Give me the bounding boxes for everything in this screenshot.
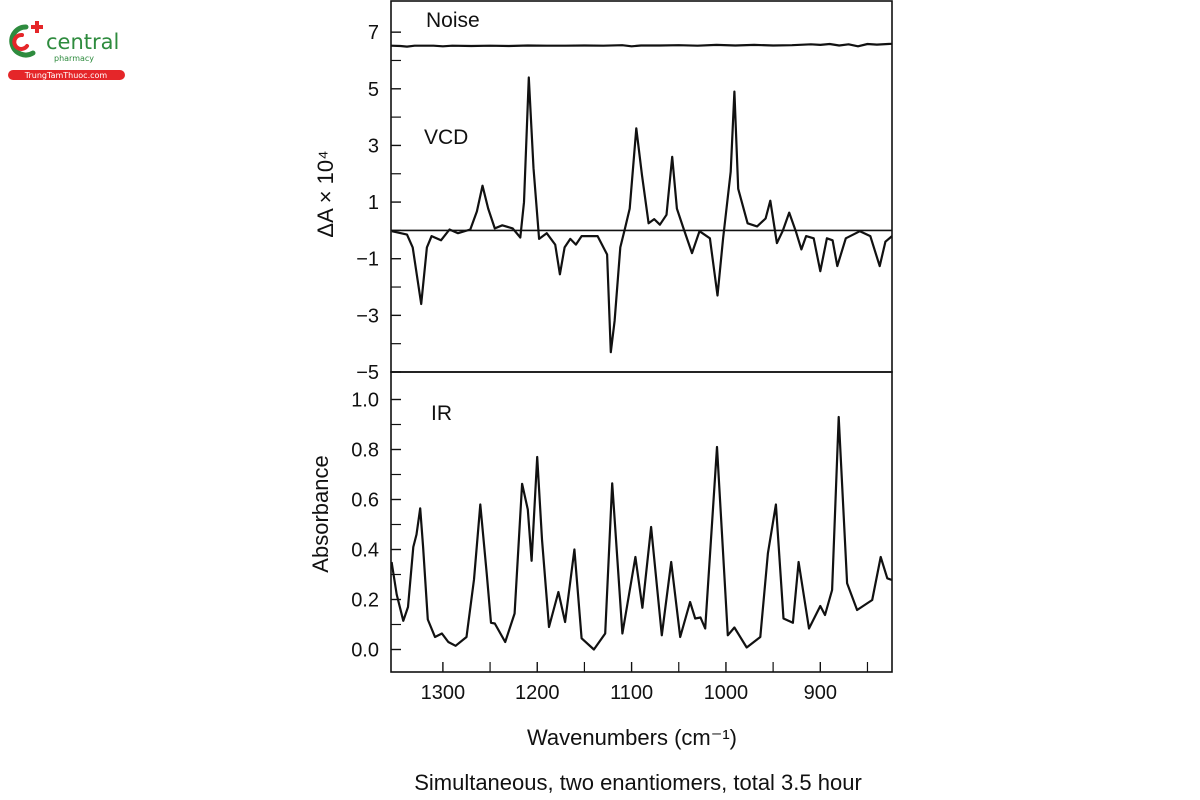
y-axis-title-ir: Absorbance [308, 455, 333, 572]
series-layer [390, 42, 893, 651]
y-tick-label: 3 [368, 135, 379, 157]
y-axis-title-vcd: ΔA × 10⁴ [313, 150, 338, 237]
logo-site: TrungTamThuoc.com [24, 71, 108, 80]
series-ir-line [390, 415, 893, 651]
y-tick-label: 0.2 [351, 590, 379, 612]
panel-frame-0 [390, 0, 893, 373]
x-tick-label: 900 [804, 682, 837, 704]
panel-frame-1 [390, 371, 893, 673]
x-tick-label: 1200 [515, 682, 560, 704]
axes-layer: 7 5 3 1 −1 −3 −5 1.0 0.8 0.6 0.4 0.2 0.0 1300 1200 1100… [351, 0, 893, 704]
central-pharmacy-logo: central pharmacy TrungTamThuoc.com [8, 21, 125, 80]
y-tick-label: 0.4 [351, 540, 379, 562]
y-tick-label: −3 [356, 305, 379, 327]
logo-c-inner-icon [12, 32, 29, 51]
x-tick-label: 1300 [421, 682, 466, 704]
y-tick-label: 7 [368, 22, 379, 44]
y-tick-label: 0.0 [351, 640, 379, 662]
logo-brand: central [46, 30, 119, 54]
annotation-ir: IR [431, 402, 452, 425]
figure-caption: Simultaneous, two enantiomers, total 3.5… [414, 770, 862, 795]
series-noise-line [390, 42, 893, 48]
y-tick-label: 0.6 [351, 490, 379, 512]
y-tick-label: 5 [368, 79, 379, 101]
y-tick-label: −1 [356, 249, 379, 271]
annotation-noise: Noise [426, 9, 480, 32]
y-tick-label: −5 [356, 362, 379, 384]
x-axis-title: Wavenumbers (cm⁻¹) [527, 725, 737, 750]
y-tick-label: 1.0 [351, 390, 379, 412]
y-tick-label: 1 [368, 192, 379, 214]
x-tick-label: 1000 [704, 682, 749, 704]
annotation-vcd: VCD [424, 126, 468, 149]
logo-c-icon [9, 24, 36, 58]
logo-cross-icon [31, 21, 43, 33]
logo-site-pill [8, 70, 125, 80]
y-tick-label: 0.8 [351, 440, 379, 462]
logo-sub: pharmacy [54, 54, 94, 63]
series-vcd-line [391, 76, 893, 354]
x-tick-label: 1100 [610, 682, 653, 704]
